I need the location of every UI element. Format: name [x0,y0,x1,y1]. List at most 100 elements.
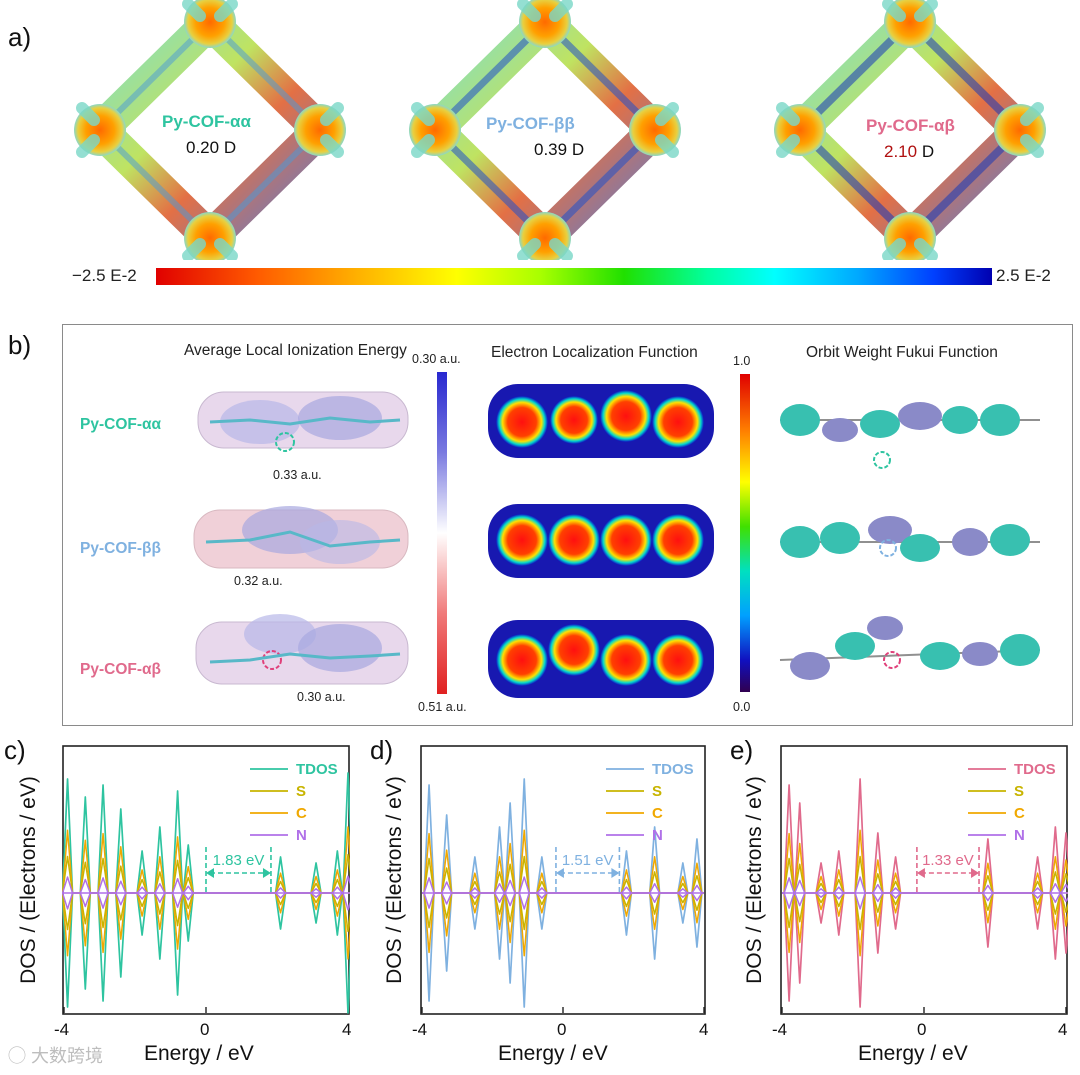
gap-arrow-head-right [262,868,271,878]
tdos-line-dn [782,892,1068,1008]
panel-c-label: c) [4,735,26,765]
panel-e-label: e) [730,735,754,765]
s-line-dn [422,892,704,931]
esp-colorbar [156,268,992,285]
pore-alpha-beta [774,0,1046,260]
dos-ylabel-e: DOS / (Electrons / eV) [743,776,766,984]
tdos-line-up [422,778,704,894]
col-title-alie: Average Local Ionization Energy [184,342,407,359]
pore-beta-beta [409,0,681,260]
dipole-value: 0.20 [186,138,220,157]
dipole-unit: D [921,142,935,161]
s-line-dn [782,892,1068,931]
elf-scale-bottom: 0.0 [733,700,751,714]
dos-chart-c: 1.83 eV TDOS SCN [62,745,350,1015]
alie-scale-top: 0.30 a.u. [412,352,461,366]
legend-label: TDOS [1014,761,1056,778]
esp-colorbar-max: 2.5 E-2 [996,266,1051,285]
watermark: ◯ 大数跨境 [8,1042,103,1068]
elf-map-ab [488,620,714,698]
dos-ylabel-d: DOS / (Electrons / eV) [383,776,406,984]
tick-d-mid: 0 [557,1020,567,1039]
row-label-aa: Py-COF-αα [80,416,162,433]
tick-c-min: -4 [54,1020,70,1039]
dos-xlabel-d: Energy / eV [498,1042,608,1065]
gap-arrow-head-right [971,868,980,878]
elf-map-bb [488,504,714,578]
row-label-ab: Py-COF-αβ [80,661,161,678]
band-gap-label: 1.33 eV [922,852,974,869]
row-label-bb: Py-COF-ββ [80,540,161,557]
alie-value-aa: 0.33 a.u. [273,468,322,482]
legend-label: N [652,827,663,844]
dos-ylabel-c: DOS / (Electrons / eV) [17,776,40,984]
c-line-up [422,829,704,894]
n-line-up [782,876,1068,894]
dos-xlabel-e: Energy / eV [858,1042,968,1065]
alie-colorbar [437,372,447,694]
col-title-fukui: Orbit Weight Fukui Function [806,344,998,361]
legend-label: C [296,805,307,822]
elf-map-aa [488,384,714,458]
fukui-aa [780,402,1040,469]
band-gap-label: 1.51 eV [562,852,614,869]
tick-c-mid: 0 [200,1020,210,1039]
band-gap-label: 1.83 eV [213,852,265,869]
pore-dipole-bb: 0.39 D [534,140,584,160]
elf-colorbar [740,374,750,692]
legend-label: N [1014,827,1025,844]
dos-xlabel-c: Energy / eV [144,1042,254,1065]
n-line-up [422,876,704,894]
pore-dipole-ab: 2.10 D [884,142,934,162]
fukui-bb [780,516,1040,562]
pore-name-ab: Py-COF-αβ [866,116,955,135]
tdos-line-up [782,778,1068,894]
tdos-line-dn [422,892,704,1008]
legend-label: S [296,783,306,800]
panel-a-label: a) [8,22,32,52]
tick-e-mid: 0 [917,1020,927,1039]
legend-label: TDOS [652,761,694,778]
tick-e-max: 4 [1058,1020,1068,1039]
dipole-value: 0.39 [534,140,568,159]
c-line-dn [422,892,704,957]
panel-d-label: d) [370,735,394,765]
alie-molecule-bb [193,506,409,569]
watermark-text: 大数跨境 [31,1046,104,1066]
plot-frame [420,745,706,1015]
alie-value-bb: 0.32 a.u. [234,574,283,588]
legend-label: TDOS [296,761,338,778]
gap-arrow-head-right [611,868,620,878]
s-line-up [782,855,1068,894]
tick-c-max: 4 [342,1020,352,1039]
tick-d-min: -4 [412,1020,428,1039]
alie-scale-bottom: 0.51 a.u. [418,700,467,714]
fukui-ab [779,616,1041,680]
legend-label: S [652,783,662,800]
legend-label: C [652,805,663,822]
n-line-dn [422,892,704,910]
c-line-dn [782,892,1068,957]
legend-label: S [1014,783,1024,800]
c-line-up [782,829,1068,894]
legend-label: N [296,827,307,844]
dos-chart-e: 1.33 eV TDOS SCN [780,745,1068,1015]
gap-arrow-head-left [916,868,925,878]
dipole-unit: D [571,140,585,159]
alie-value-ab: 0.30 a.u. [297,690,346,704]
alie-molecule-aa [197,391,409,452]
s-line-up [422,855,704,894]
pore-name-bb: Py-COF-ββ [486,114,575,133]
pore-structures [74,0,1046,260]
fukui-isosurfaces [779,402,1041,680]
legend-label: C [1014,805,1025,822]
gap-arrow-head-left [206,868,214,878]
n-line-dn [782,892,1068,910]
dipole-unit: D [223,138,237,157]
panel-b-frame [62,324,1073,726]
panel-b-label: b) [8,330,32,360]
gap-arrow-head-left [555,868,564,878]
pore-dipole-aa: 0.20 D [186,138,236,158]
dos-chart-d: 1.51 eV TDOS SCN [420,745,706,1015]
esp-colorbar-min: −2.5 E-2 [72,266,137,285]
